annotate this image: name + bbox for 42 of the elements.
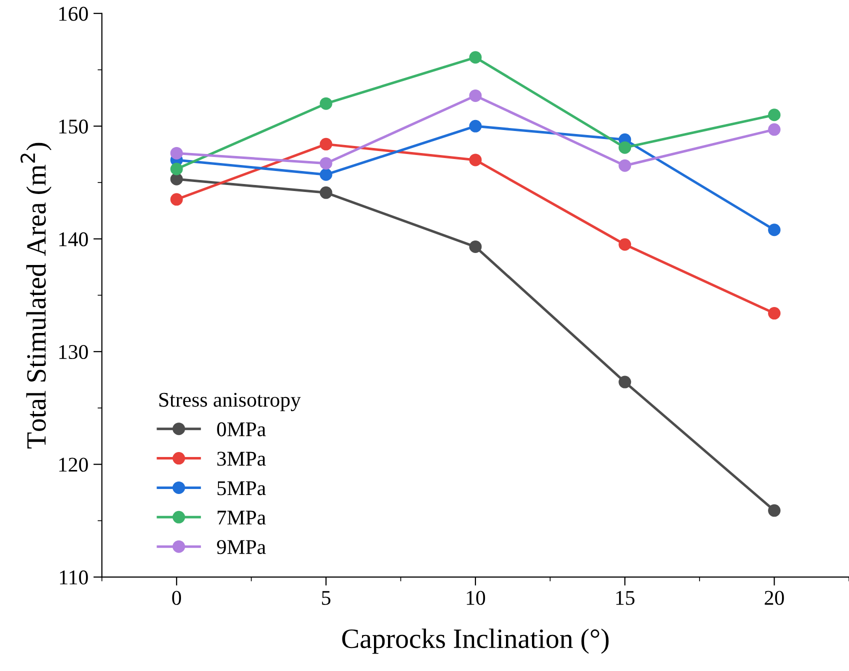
point	[469, 154, 482, 166]
legend-label: 0MPa	[217, 422, 266, 436]
point	[768, 307, 781, 320]
point	[469, 51, 482, 64]
x-axis-title: Caprocks Inclination (°)	[342, 628, 609, 654]
legend-label: 5MPa	[218, 481, 266, 496]
point	[469, 89, 482, 102]
point	[320, 97, 332, 110]
point	[768, 108, 781, 122]
point	[170, 172, 183, 186]
y-tick-label: 150	[59, 120, 88, 134]
point	[768, 224, 781, 236]
point	[469, 120, 482, 132]
point	[618, 159, 632, 172]
point	[320, 157, 332, 170]
x-tick-label: 20	[764, 590, 784, 605]
point	[768, 504, 781, 517]
y-tick-label: 110	[60, 570, 88, 584]
y-tick-label: 130	[59, 344, 88, 360]
point	[170, 162, 183, 176]
point	[170, 193, 183, 206]
point	[768, 123, 781, 136]
y-tick-label: 140	[59, 232, 88, 246]
point	[618, 376, 632, 388]
y-tick-label: 160	[59, 6, 88, 21]
x-tick-label: 0	[172, 590, 182, 605]
point	[618, 238, 632, 251]
x-tick-label: 5	[322, 591, 330, 605]
legend-title: Stress anisotropy	[159, 392, 301, 412]
point	[320, 168, 332, 181]
legend-label: 9MPa	[216, 540, 266, 554]
point	[320, 186, 332, 199]
point	[469, 240, 482, 254]
point	[618, 141, 632, 154]
legend-label: 7MPa	[218, 510, 266, 525]
x-tick-label: 10	[466, 590, 486, 605]
y-axis-title: Total Stimulated Area (m$^{2}$)	[20, 142, 52, 448]
legend-label: 3MPa	[217, 452, 266, 466]
point	[170, 146, 183, 160]
y-tick-label: 120	[59, 458, 88, 472]
point	[320, 138, 332, 150]
x-tick-label: 15	[616, 590, 634, 605]
